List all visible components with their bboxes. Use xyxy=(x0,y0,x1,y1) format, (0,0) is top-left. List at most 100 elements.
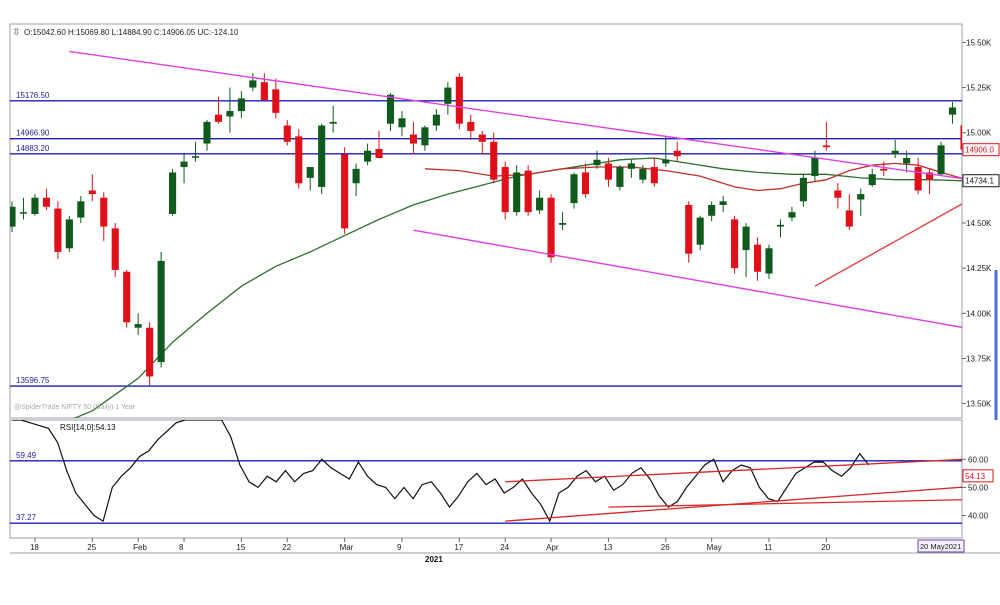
candle-body xyxy=(100,197,108,227)
rsi-panel: 40.00 50.00 60.00 59.49 37.27 54.13 xyxy=(9,419,994,539)
candle-body xyxy=(123,271,131,323)
candle-body xyxy=(146,327,154,377)
candle-body xyxy=(558,223,567,225)
price-marker-box xyxy=(962,143,1000,157)
candle-body xyxy=(134,324,142,328)
candle-body xyxy=(180,161,188,168)
candle-body xyxy=(948,107,957,115)
candle-body xyxy=(914,167,922,191)
candle-body xyxy=(536,197,544,211)
x-axis-tick-label: 25 xyxy=(87,543,96,552)
rsi-value-badge: 54.13 xyxy=(965,472,986,481)
price-axis-tick-label: 13.50K xyxy=(966,400,992,409)
x-axis: 18 25 Feb 8 15 22 Mar 9 17 24 Apr 13 26 May 11 20 20 May… xyxy=(10,538,1000,554)
moving-average-red-line xyxy=(424,162,962,192)
x-axis-tick-label: 8 xyxy=(179,543,184,552)
horizontal-level-label: 13596.75 xyxy=(16,376,50,385)
candle-body xyxy=(776,224,785,227)
candle-body xyxy=(513,172,521,213)
candle-body xyxy=(570,174,578,204)
candle-body xyxy=(214,114,223,122)
candle-body xyxy=(708,204,716,216)
price-axis-tick-label: 13.75K xyxy=(966,354,992,363)
candle-body xyxy=(295,136,303,184)
x-axis-year-label: 2021 xyxy=(425,555,443,564)
date-badge: 20 May2021 xyxy=(920,542,961,551)
candle-body xyxy=(31,197,39,214)
candle-body xyxy=(203,121,211,144)
rsi-value-box xyxy=(962,469,994,483)
candle-body xyxy=(226,111,234,117)
candle-body xyxy=(421,127,429,146)
price-plot-area xyxy=(10,50,962,418)
candle-body xyxy=(88,190,96,195)
candle-body xyxy=(432,114,440,126)
price-axis-tick-label: 14.25K xyxy=(966,264,992,273)
x-axis-tick-label: 15 xyxy=(236,543,245,552)
price-trendline xyxy=(69,50,962,180)
candle-body xyxy=(650,167,658,184)
candle-body xyxy=(306,167,314,178)
candle-body xyxy=(719,201,727,205)
price-axis-tick-label: 15.25K xyxy=(966,84,992,93)
candle-body xyxy=(249,80,257,88)
chart-watermark: @SpiderTrade NIFTY 50 (Daily) 1 Year xyxy=(14,404,136,411)
candle-body xyxy=(283,125,291,142)
price-marker-label: 14734.1 xyxy=(965,177,994,186)
candle-body xyxy=(834,190,842,198)
candle-body xyxy=(329,121,337,124)
candle-body xyxy=(42,197,50,207)
candle-body xyxy=(822,145,830,148)
candle-body xyxy=(799,177,807,202)
horizontal-level-label: 15176.50 xyxy=(16,91,50,100)
candle-body xyxy=(960,125,962,150)
ohlc-header: O:15042.60 H:15069.80 L:14884.90 C:14906… xyxy=(24,28,239,37)
rsi-indicator-label: RSI[14,0]:54.13 xyxy=(60,423,116,432)
candle-body xyxy=(868,174,876,186)
date-badge-box xyxy=(917,539,965,553)
rsi-trendline xyxy=(608,499,962,508)
candle-body xyxy=(604,163,612,180)
candle-body xyxy=(352,168,360,184)
grip-icon[interactable]: ⇳ xyxy=(12,27,20,38)
candle-body xyxy=(524,170,532,213)
x-axis-tick-label: 18 xyxy=(30,543,39,552)
candle-body xyxy=(364,150,372,162)
price-axis-tick-label: 15.50K xyxy=(966,38,992,47)
candle-body xyxy=(857,194,865,200)
candle-body xyxy=(455,76,463,124)
candle-body xyxy=(639,168,647,180)
candle-body xyxy=(398,118,406,128)
candle-body xyxy=(616,167,624,187)
candle-body xyxy=(581,172,590,195)
price-axis-tick-label: 15.00K xyxy=(966,129,992,138)
x-axis-tick-label: Feb xyxy=(133,543,147,552)
candle-body xyxy=(811,158,819,177)
candle-body xyxy=(19,212,28,214)
candle-body xyxy=(375,148,383,158)
candle-body xyxy=(260,82,268,101)
candle-body xyxy=(237,98,245,112)
candle-body xyxy=(891,150,899,155)
candle-body xyxy=(272,89,280,113)
candle-body xyxy=(880,168,888,171)
candle-body xyxy=(467,121,475,131)
x-axis-tick-label: 9 xyxy=(397,543,402,552)
x-axis-tick-label: 13 xyxy=(603,543,612,552)
candle-body xyxy=(157,260,165,363)
price-axis-tick-label: 14.50K xyxy=(966,219,992,228)
rsi-level-label: 37.27 xyxy=(16,513,37,522)
candle-body xyxy=(937,145,945,175)
rsi-axis-tick-label: 60.00 xyxy=(968,455,989,464)
x-axis-tick-label: 24 xyxy=(500,543,509,552)
x-axis-tick-label: 22 xyxy=(282,543,291,552)
rsi-trendline xyxy=(505,486,962,522)
candle-body xyxy=(409,134,418,144)
candle-body xyxy=(627,163,635,169)
moving-average-green-line xyxy=(73,157,962,418)
candle-body xyxy=(169,172,177,214)
candle-body xyxy=(501,167,509,213)
